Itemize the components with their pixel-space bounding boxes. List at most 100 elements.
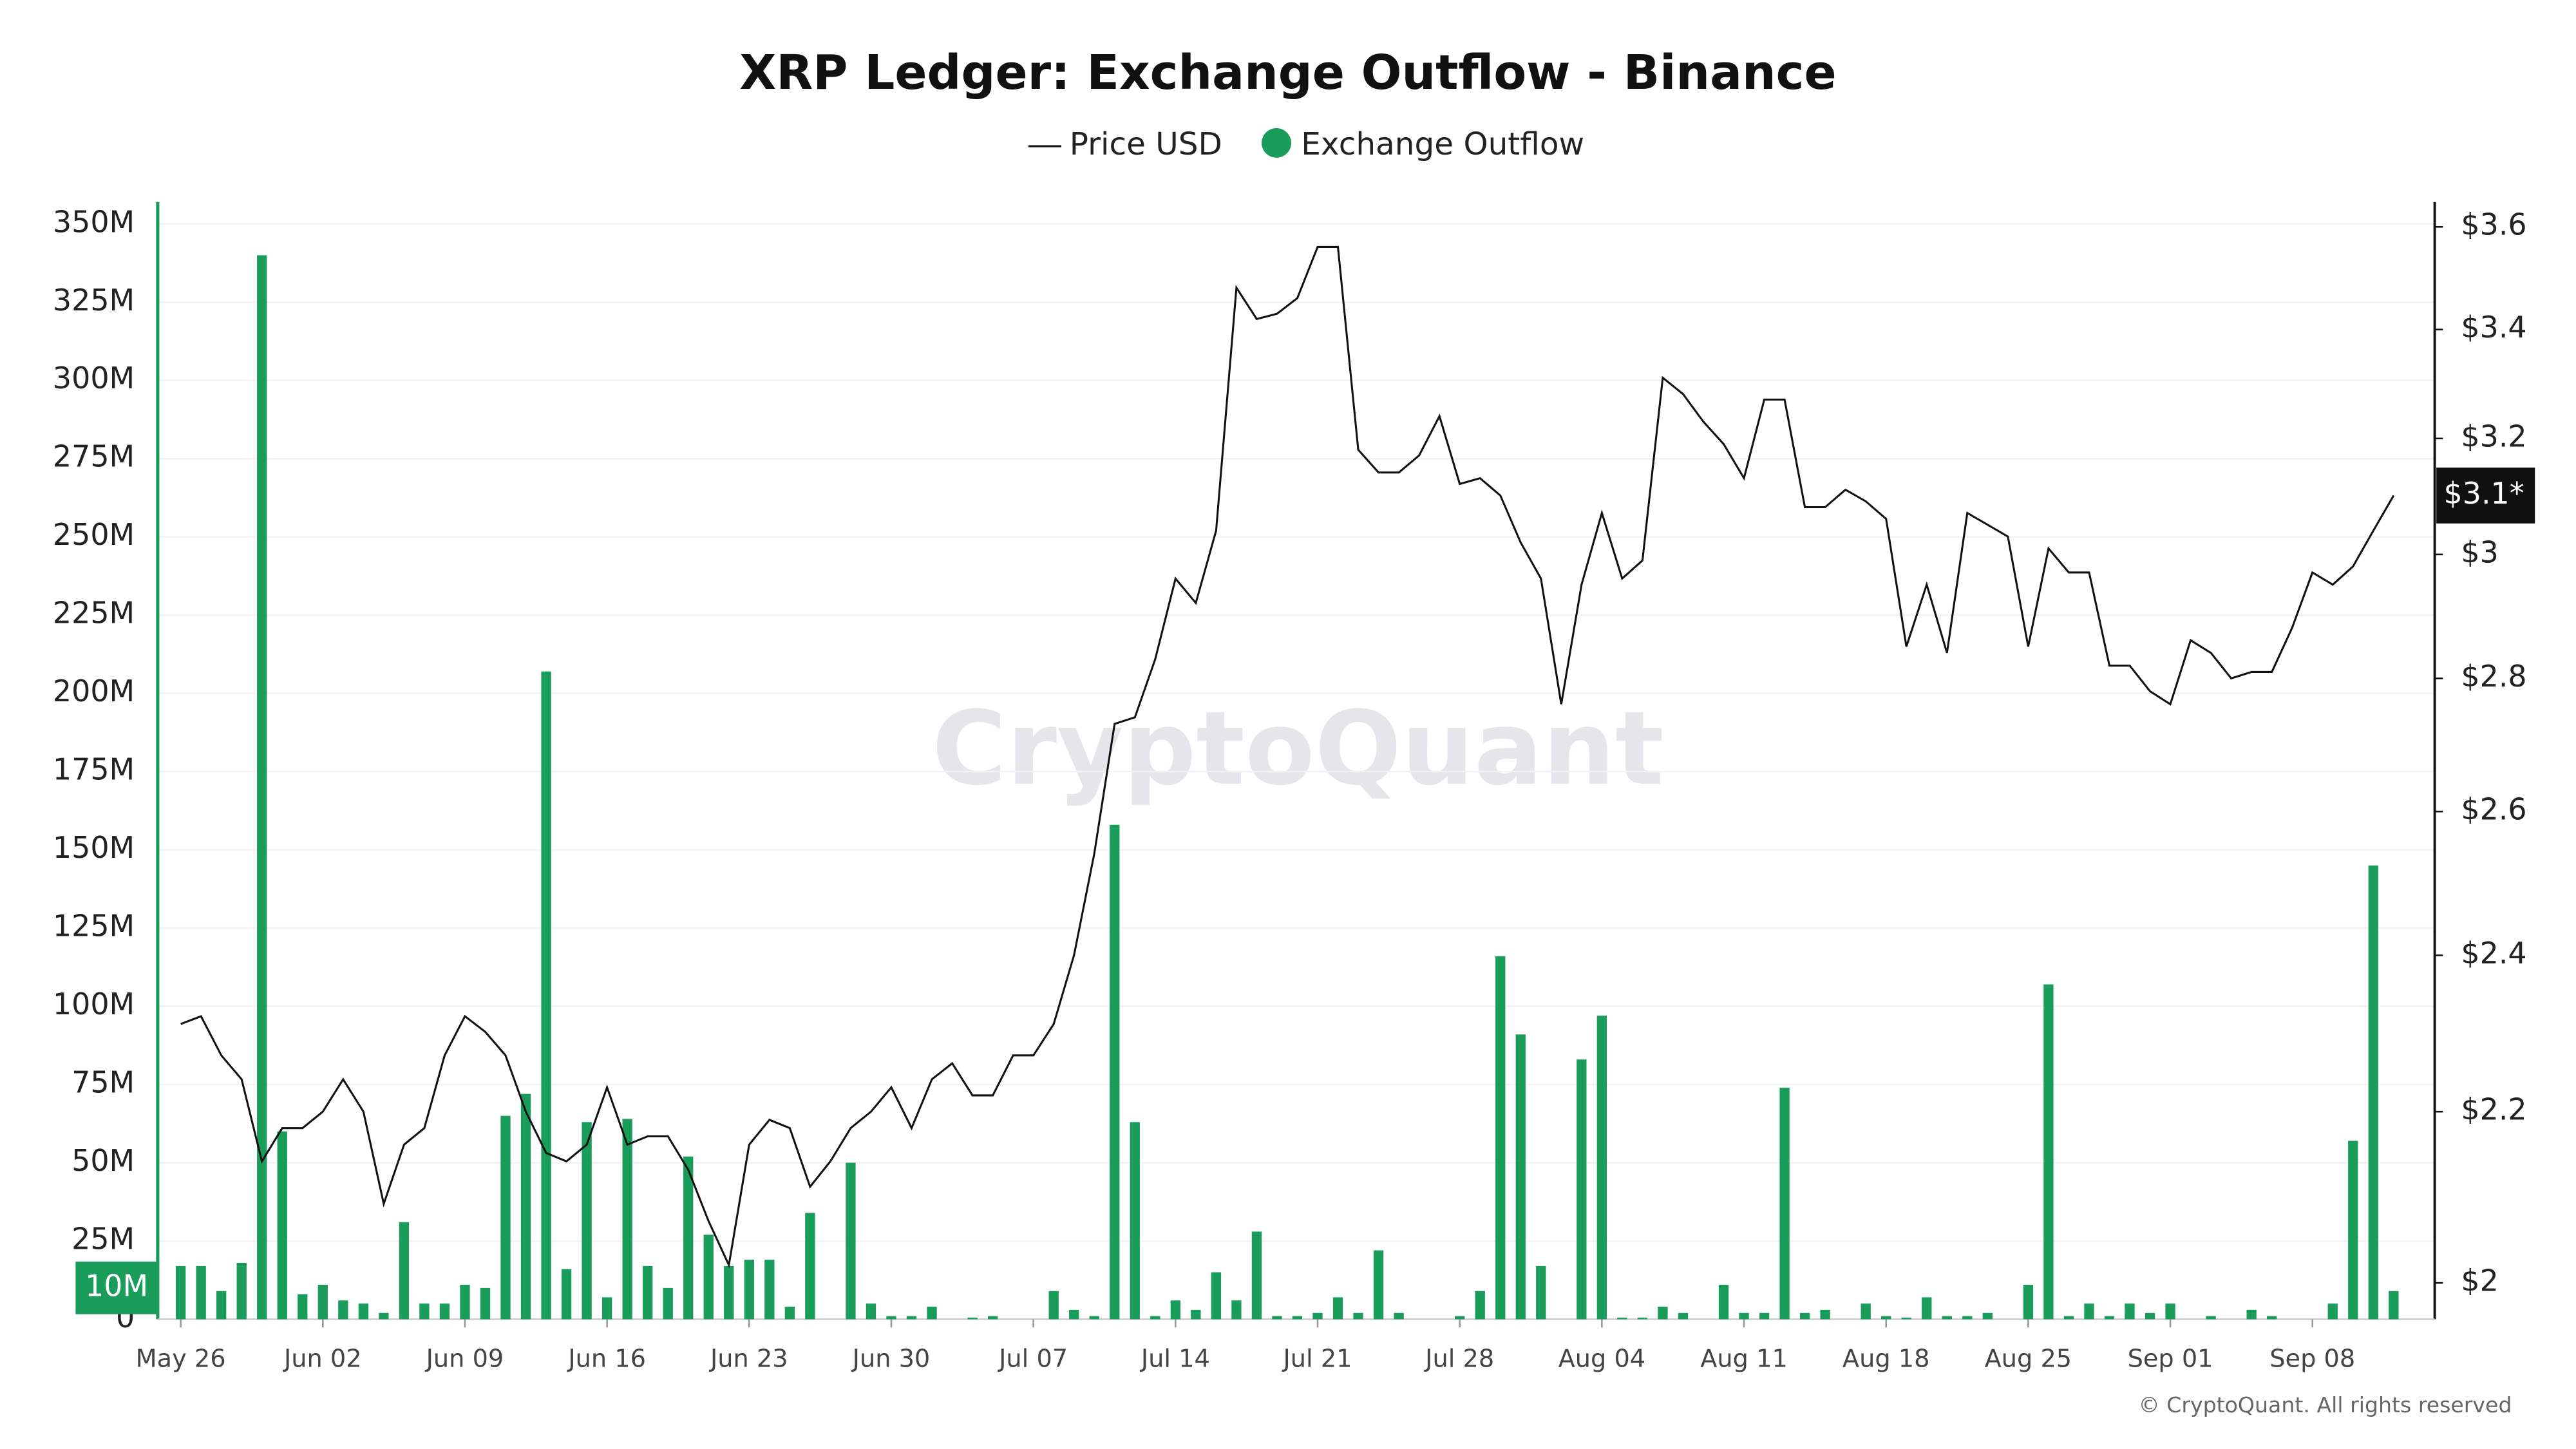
legend-swatch bbox=[1262, 128, 1291, 158]
bar bbox=[2165, 1303, 2175, 1320]
x-tick-label: Aug 04 bbox=[1558, 1345, 1646, 1374]
bar bbox=[622, 1119, 632, 1320]
bar bbox=[379, 1312, 389, 1320]
bar bbox=[1637, 1318, 1648, 1320]
bar bbox=[764, 1260, 775, 1320]
watermark: CryptoQuant bbox=[932, 690, 1664, 808]
last-value-label: $3.1* bbox=[2444, 476, 2524, 511]
bar bbox=[805, 1213, 815, 1320]
bar bbox=[2084, 1303, 2094, 1320]
y-tick-label: 200M bbox=[53, 674, 135, 708]
bar bbox=[175, 1265, 186, 1320]
y-tick-label: 300M bbox=[53, 361, 135, 395]
bar bbox=[1881, 1316, 1891, 1320]
y2-tick-label: $2.8 bbox=[2461, 659, 2526, 694]
y-tick-label: 225M bbox=[53, 596, 135, 630]
bar bbox=[2327, 1303, 2338, 1320]
bar bbox=[1678, 1312, 1689, 1320]
bar bbox=[2104, 1316, 2115, 1320]
bar bbox=[1861, 1303, 1871, 1320]
bar bbox=[500, 1115, 511, 1320]
bar bbox=[236, 1263, 247, 1320]
bar bbox=[2063, 1316, 2074, 1320]
bar bbox=[399, 1222, 410, 1320]
bar bbox=[338, 1300, 348, 1320]
bar bbox=[2145, 1312, 2155, 1320]
x-tick-label: Aug 25 bbox=[1985, 1345, 2072, 1374]
x-tick-label: Sep 01 bbox=[2128, 1345, 2213, 1374]
bar bbox=[216, 1291, 227, 1320]
bar bbox=[663, 1287, 673, 1320]
y-tick-label: 325M bbox=[53, 283, 135, 317]
bar bbox=[2125, 1303, 2135, 1320]
bar bbox=[1211, 1272, 1222, 1320]
bar bbox=[643, 1265, 653, 1320]
y-tick-label: 100M bbox=[53, 987, 135, 1021]
x-tick-label: Jun 23 bbox=[709, 1345, 788, 1374]
bar bbox=[1130, 1122, 1140, 1320]
bar bbox=[1089, 1316, 1099, 1320]
legend-label: Exchange Outflow bbox=[1301, 126, 1584, 162]
bar bbox=[1475, 1291, 1485, 1320]
bar bbox=[906, 1316, 917, 1320]
bar bbox=[358, 1303, 368, 1320]
legend-label: Price USD bbox=[1070, 126, 1222, 162]
bar bbox=[2206, 1316, 2216, 1320]
bar bbox=[1739, 1312, 1749, 1320]
bar bbox=[1292, 1316, 1303, 1320]
bar bbox=[2043, 984, 2054, 1320]
bar bbox=[277, 1131, 287, 1320]
bar bbox=[298, 1294, 308, 1320]
bar bbox=[1799, 1312, 1810, 1320]
bar bbox=[1251, 1231, 1262, 1320]
credit: © CryptoQuant. All rights reserved bbox=[2139, 1392, 2512, 1417]
bar bbox=[784, 1307, 795, 1320]
bar bbox=[1150, 1316, 1160, 1320]
bar bbox=[683, 1156, 694, 1320]
bar bbox=[1332, 1297, 1343, 1320]
bar bbox=[2348, 1141, 2358, 1320]
y-tick-label: 250M bbox=[53, 517, 135, 552]
bar bbox=[2368, 865, 2378, 1320]
y-tick-label: 75M bbox=[71, 1065, 135, 1100]
y-tick-label: 150M bbox=[53, 830, 135, 865]
bar bbox=[866, 1303, 876, 1320]
y2-tick-label: $2.2 bbox=[2461, 1092, 2526, 1127]
bar bbox=[561, 1269, 572, 1320]
bar bbox=[1231, 1300, 1242, 1320]
y2-tick-label: $2.6 bbox=[2461, 792, 2526, 827]
bar bbox=[1658, 1307, 1668, 1320]
bar bbox=[927, 1307, 937, 1320]
bar bbox=[1820, 1309, 1830, 1320]
bar bbox=[1191, 1309, 1201, 1320]
bar bbox=[317, 1285, 328, 1320]
bar bbox=[601, 1297, 612, 1320]
x-tick-label: Aug 11 bbox=[1700, 1345, 1788, 1374]
y-tick-label: 125M bbox=[53, 909, 135, 943]
bar bbox=[1759, 1312, 1770, 1320]
bar bbox=[1048, 1291, 1059, 1320]
y2-tick-label: $3.2 bbox=[2461, 419, 2526, 453]
x-tick-label: Jun 30 bbox=[851, 1345, 931, 1374]
bar bbox=[744, 1260, 754, 1320]
x-tick-label: Jul 21 bbox=[1282, 1345, 1352, 1374]
bar bbox=[1170, 1300, 1180, 1320]
price-line bbox=[180, 245, 2395, 1269]
bar bbox=[846, 1162, 856, 1320]
bar bbox=[439, 1303, 450, 1320]
last-value-label: 10M bbox=[85, 1268, 148, 1303]
bar bbox=[967, 1318, 978, 1320]
y-tick-label: 350M bbox=[53, 204, 135, 239]
bar bbox=[1515, 1034, 1526, 1320]
x-tick-label: Jul 28 bbox=[1424, 1345, 1494, 1374]
bar bbox=[460, 1285, 470, 1320]
bar bbox=[1942, 1316, 1952, 1320]
bar bbox=[987, 1316, 998, 1320]
bar bbox=[196, 1265, 206, 1320]
bar bbox=[2389, 1291, 2399, 1320]
x-tick-label: Jun 09 bbox=[425, 1345, 504, 1374]
bar bbox=[480, 1287, 491, 1320]
bar bbox=[520, 1094, 531, 1320]
last-value-box bbox=[2436, 468, 2535, 524]
y2-tick-label: $3 bbox=[2461, 535, 2498, 569]
